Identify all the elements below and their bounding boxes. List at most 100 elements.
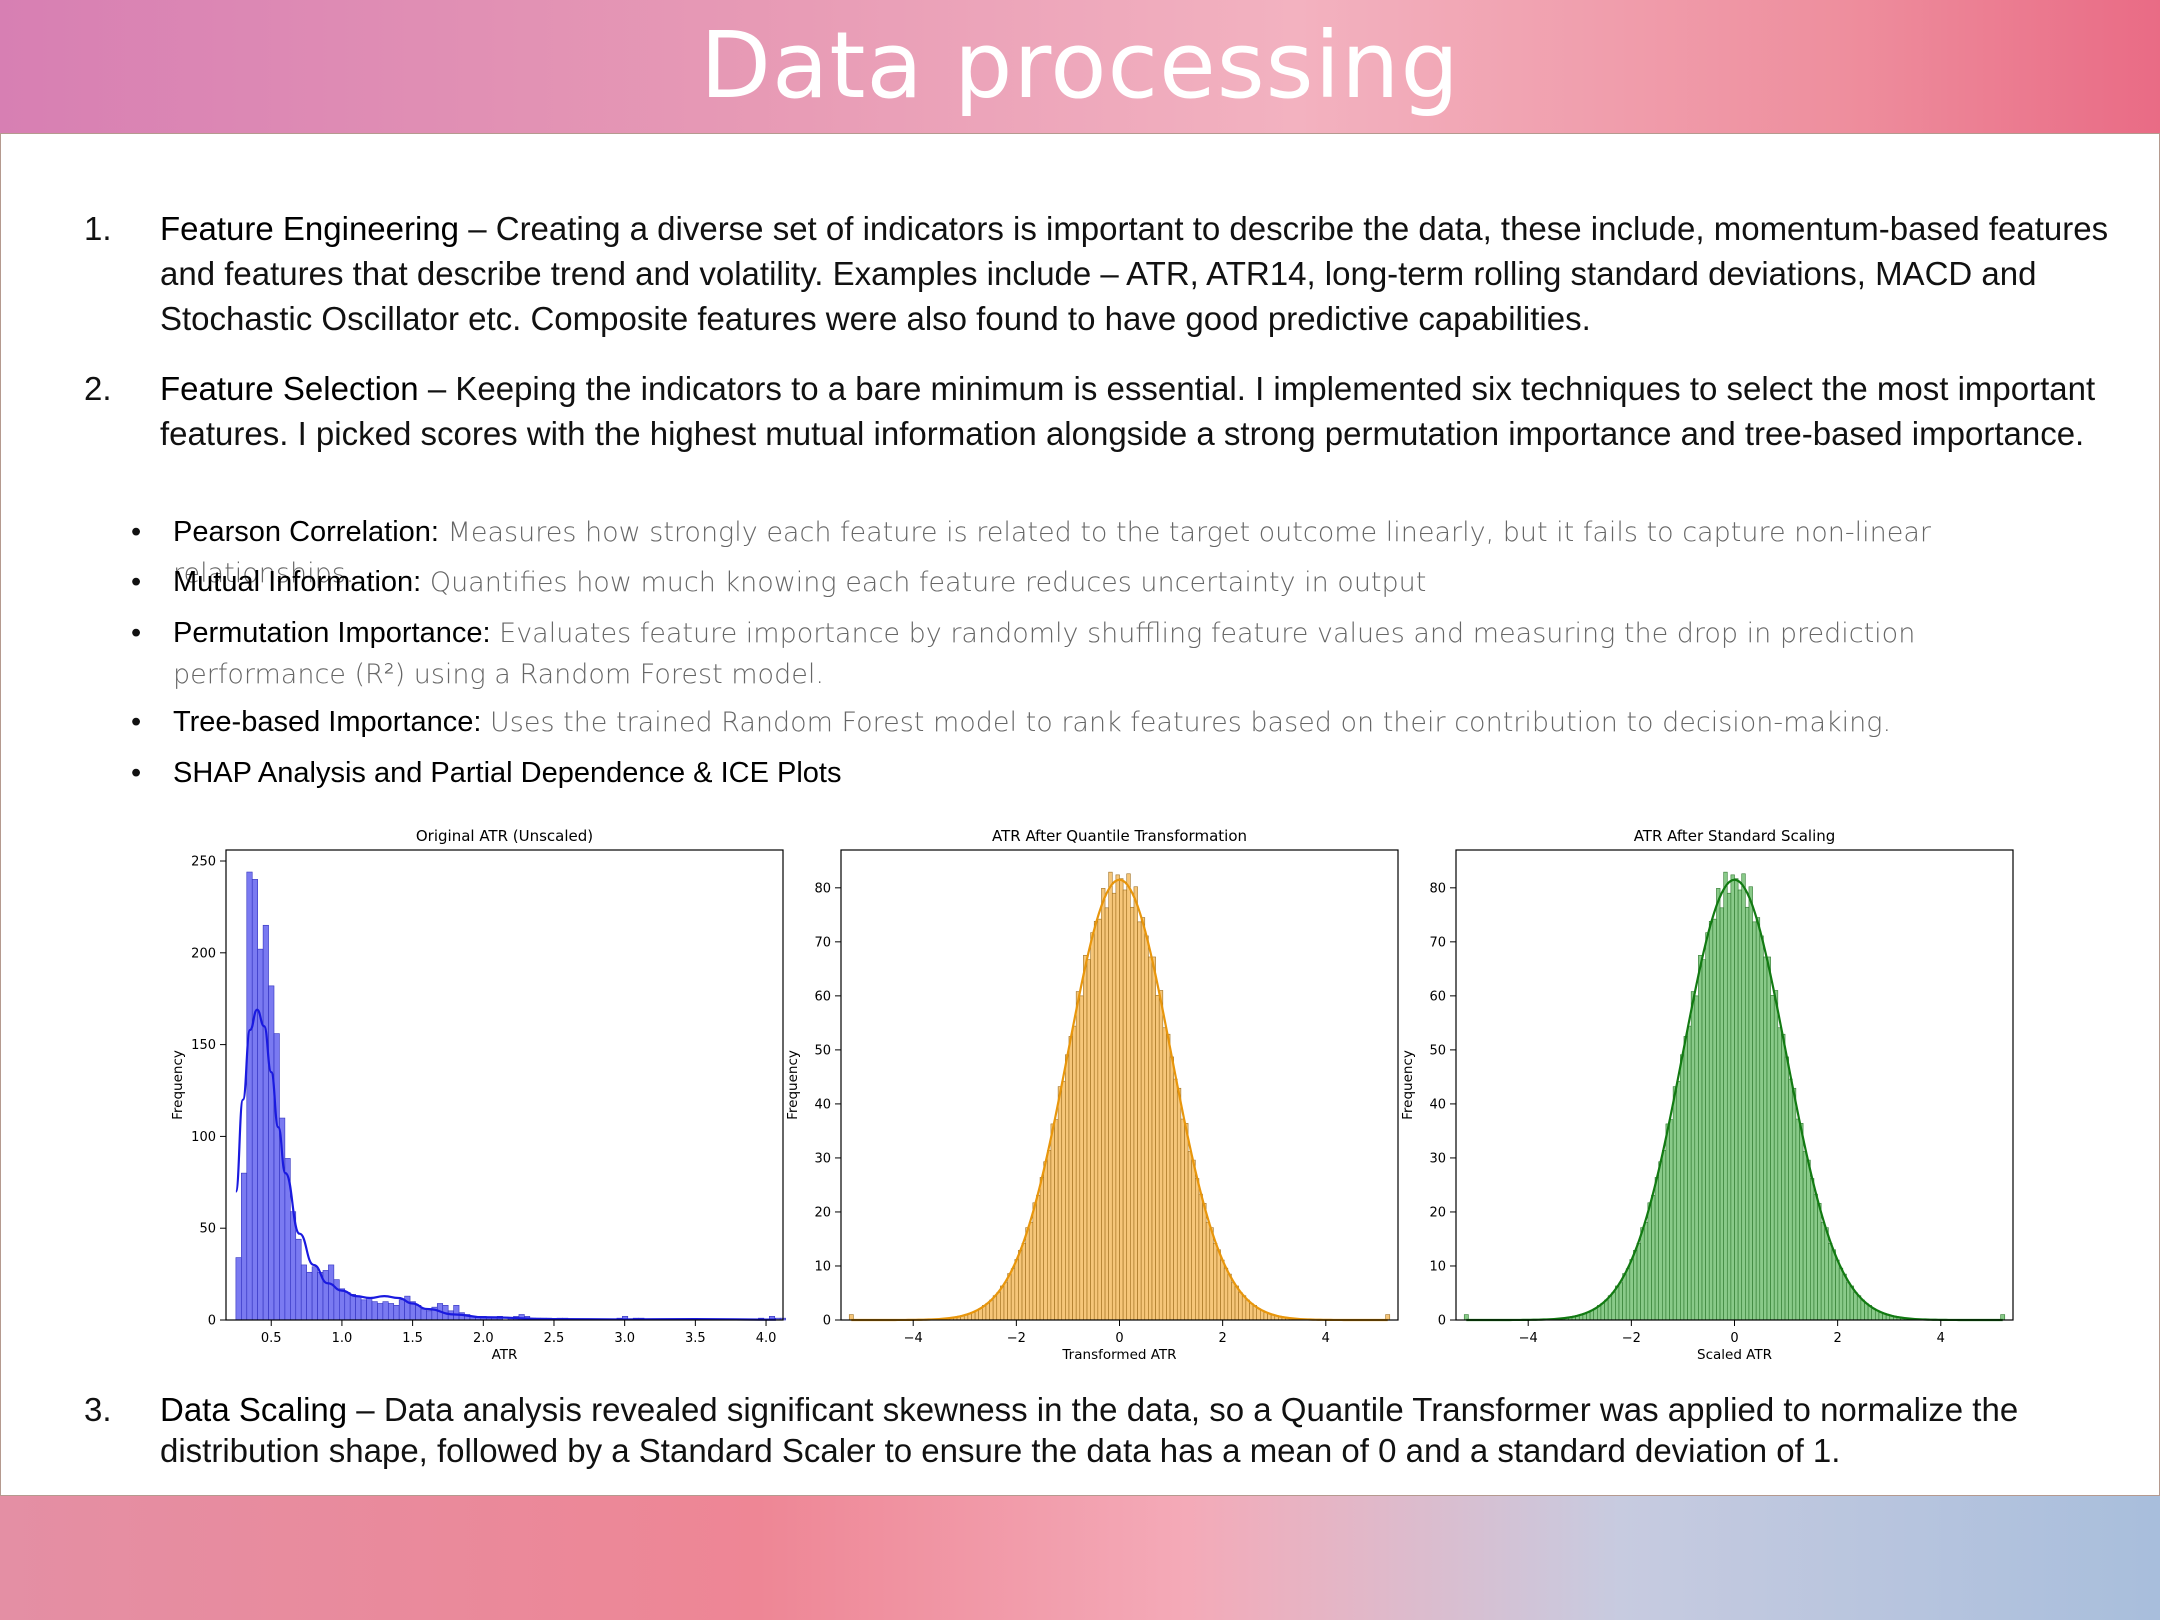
y-tick-label: 80 — [814, 881, 831, 896]
bullet-desc: Uses the trained Random Forest model to … — [481, 707, 1892, 738]
histogram-bar — [1690, 991, 1696, 1321]
histogram-bar — [1683, 1036, 1688, 1321]
x-tick-label: −2 — [1622, 1331, 1641, 1346]
histogram-bar — [1231, 1282, 1236, 1321]
histogram-bar — [1734, 878, 1739, 1321]
histogram-bar — [1025, 1227, 1030, 1321]
histogram-bar — [1209, 1227, 1214, 1321]
histogram-bar — [1046, 1150, 1052, 1321]
histogram-bar — [371, 1301, 378, 1321]
x-tick-label: −2 — [1007, 1331, 1026, 1346]
histogram-bar — [1122, 889, 1128, 1321]
histogram-bar — [1625, 1268, 1631, 1321]
histogram-bar — [1126, 873, 1131, 1321]
histogram-bar — [1694, 995, 1699, 1321]
slide-title: Data processing — [700, 12, 1460, 119]
histogram-bar — [1770, 995, 1775, 1321]
histogram-bar — [1223, 1267, 1229, 1321]
histogram-bar — [1618, 1282, 1623, 1321]
histogram-bar — [1741, 873, 1746, 1321]
chart-title: Original ATR (Unscaled) — [416, 827, 593, 845]
y-tick-label: 20 — [1429, 1205, 1446, 1220]
histogram-bar — [1036, 1194, 1041, 1321]
bullet-tree-importance: • Tree-based Importance: Uses the traine… — [131, 702, 2091, 743]
histogram-bar — [1158, 990, 1164, 1321]
x-tick-label: 0 — [1730, 1331, 1738, 1346]
histogram-bar — [1860, 1299, 1865, 1321]
histogram-bar — [1097, 918, 1102, 1321]
histogram-bar — [262, 924, 269, 1321]
histogram-bar — [1137, 921, 1142, 1321]
histogram-bar — [251, 879, 258, 1321]
histogram-bar — [1227, 1273, 1232, 1321]
histogram-bar — [1148, 956, 1153, 1321]
y-tick-label: 100 — [191, 1130, 216, 1145]
histogram-bar — [1730, 874, 1735, 1321]
y-tick-label: 30 — [814, 1151, 831, 1166]
histogram-bar — [1708, 921, 1714, 1321]
histogram-bar — [1755, 917, 1761, 1321]
histogram-bar — [1184, 1123, 1189, 1321]
histogram-bar — [1723, 871, 1728, 1321]
histogram-bar — [1115, 874, 1120, 1321]
bullet-label: SHAP Analysis and Partial Dependence & I… — [173, 757, 842, 789]
histogram-bar — [246, 871, 253, 1321]
item-text: Keeping the indicators to a bare minimum… — [160, 370, 2096, 452]
histogram-bar — [1166, 1033, 1171, 1321]
y-tick-label: 50 — [1429, 1043, 1446, 1058]
histogram-bar — [1842, 1273, 1847, 1321]
histogram-bar — [1180, 1118, 1185, 1321]
histogram-bar — [1853, 1292, 1858, 1321]
histogram-bar — [1680, 1054, 1685, 1321]
histogram-bar — [1658, 1161, 1663, 1321]
histogram-bar — [978, 1308, 983, 1321]
histogram-bar — [1216, 1249, 1221, 1321]
histogram-bar — [1654, 1177, 1659, 1321]
bullet-permutation-importance: • Permutation Importance: Evaluates feat… — [131, 613, 2091, 695]
histogram-bar — [1705, 932, 1710, 1321]
histogram-bar — [339, 1288, 346, 1321]
histogram-bar — [1846, 1282, 1851, 1321]
chart-title: ATR After Standard Scaling — [1634, 827, 1836, 845]
item-separator: – — [459, 210, 496, 247]
histogram-bar — [1202, 1203, 1207, 1321]
y-tick-label: 10 — [1429, 1259, 1446, 1274]
histogram-bar — [1687, 1025, 1692, 1321]
histogram-bar — [1050, 1123, 1055, 1321]
y-tick-label: 200 — [191, 946, 216, 961]
histogram-bar — [1068, 1036, 1073, 1321]
histogram-bar — [996, 1292, 1001, 1321]
histogram-bar — [311, 1266, 318, 1321]
x-axis-label: Scaled ATR — [1697, 1347, 1772, 1363]
histogram-bar — [1752, 921, 1757, 1321]
histogram-bar — [1698, 955, 1703, 1321]
histogram-bar — [1773, 990, 1779, 1321]
bullet-pearson: • Pearson Correlation: Measures how stro… — [131, 512, 2091, 594]
bullet-dot: • — [131, 757, 142, 789]
histogram-bar — [1111, 892, 1117, 1321]
histogram-bar — [1108, 871, 1113, 1321]
x-tick-label: 4.0 — [756, 1331, 777, 1346]
histogram-bar — [1241, 1295, 1247, 1321]
x-axis-label: Transformed ATR — [1061, 1347, 1176, 1363]
histogram-bar — [295, 1238, 302, 1321]
bullet-dot: • — [131, 617, 142, 649]
histogram-bar — [1607, 1295, 1613, 1321]
x-tick-label: 2.0 — [473, 1331, 494, 1346]
histogram-bar — [1169, 1056, 1174, 1321]
y-tick-label: 0 — [1438, 1314, 1446, 1329]
x-tick-label: 2 — [1219, 1331, 1227, 1346]
histogram-bar — [268, 985, 275, 1321]
item-number: 3. — [84, 1391, 112, 1428]
histogram-bar — [1716, 888, 1721, 1321]
histogram-bar — [387, 1303, 395, 1321]
histogram-bar — [393, 1305, 400, 1321]
item-number: 1. — [84, 210, 112, 247]
bullet-desc: Measures how strongly each feature is re… — [173, 517, 1931, 589]
histogram-bar — [426, 1310, 433, 1321]
histogram-bar — [1162, 1027, 1167, 1321]
histogram-bar — [1824, 1227, 1829, 1321]
histogram-bar — [257, 948, 264, 1321]
kde-line — [234, 1008, 776, 1321]
histogram-bar — [1817, 1203, 1822, 1321]
